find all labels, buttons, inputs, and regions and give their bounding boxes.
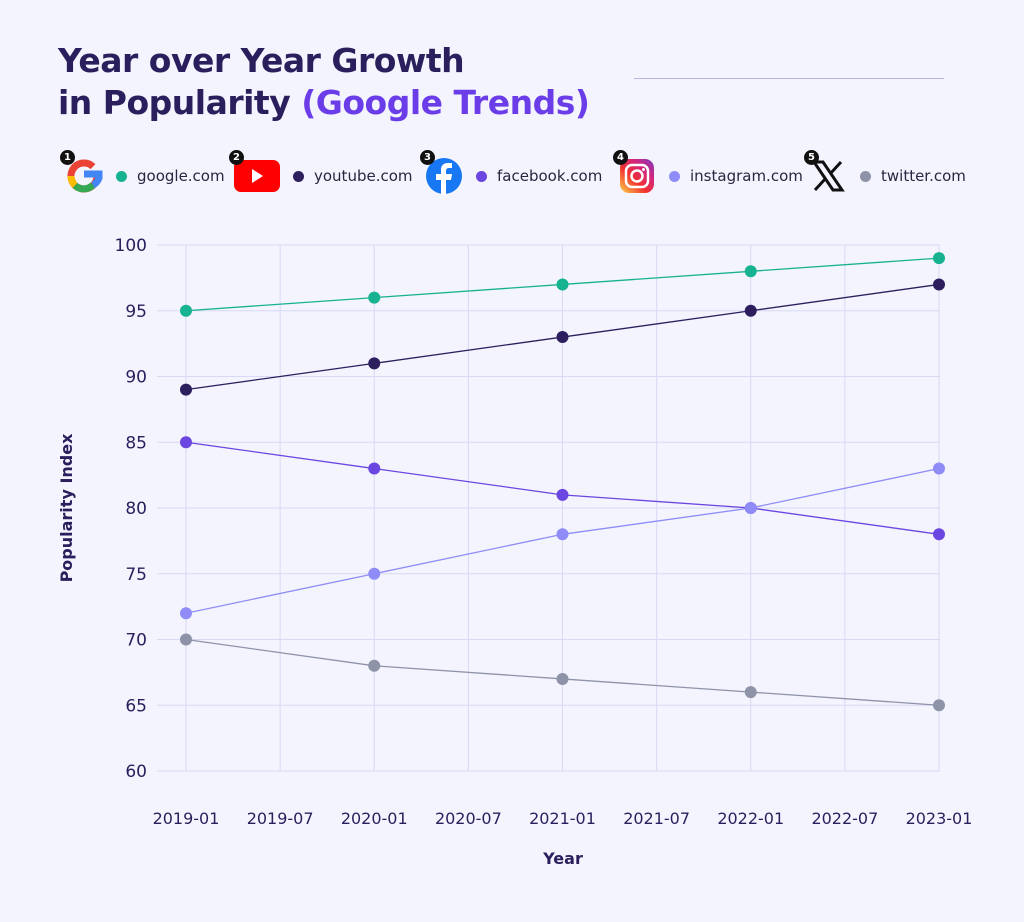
chart-title: Year over Year Growth in Popularity (Goo… (58, 40, 590, 124)
x-tick-label: 2021-01 (529, 809, 596, 828)
facebook-logo-icon: 3 (420, 150, 464, 196)
data-point-twitter (368, 659, 381, 672)
data-point-youtube (368, 357, 381, 370)
data-point-google (556, 278, 569, 291)
data-point-youtube (933, 278, 945, 291)
title-line-2-text: in Popularity (58, 83, 302, 122)
legend-dot (669, 170, 680, 182)
instagram-logo-icon: 4 (613, 150, 657, 196)
legend-dot (293, 170, 304, 182)
title-accent: (Google Trends) (301, 83, 590, 122)
divider (634, 78, 944, 79)
data-point-instagram (556, 528, 569, 541)
legend-label: facebook.com (497, 167, 603, 185)
y-tick-label: 60 (125, 762, 147, 782)
x-logo-icon: 5 (804, 150, 848, 196)
data-point-youtube (744, 304, 757, 317)
legend-label: youtube.com (314, 167, 413, 185)
x-tick-label: 2019-07 (247, 809, 314, 828)
x-tick-label: 2020-01 (341, 809, 408, 828)
x-tick-label: 2023-01 (906, 809, 973, 828)
x-tick-label: 2019-01 (153, 809, 220, 828)
legend-item-twitter: 5 twitter.com (804, 150, 966, 196)
x-tick-label: 2022-07 (811, 809, 878, 828)
y-tick-label: 85 (125, 433, 147, 453)
data-point-twitter (744, 686, 757, 699)
data-point-youtube (556, 331, 569, 344)
data-point-twitter (180, 633, 192, 646)
y-tick-label: 70 (125, 631, 147, 651)
data-point-google (180, 304, 192, 317)
legend-label: instagram.com (690, 167, 803, 185)
legend-item-youtube: 2 youtube.com (229, 150, 413, 196)
rank-badge: 1 (60, 150, 75, 165)
data-point-google (744, 265, 757, 278)
google-logo-icon: 1 (60, 150, 104, 196)
y-tick-label: 95 (125, 302, 147, 322)
y-tick-label: 65 (125, 696, 147, 716)
data-point-facebook (933, 528, 945, 541)
data-point-instagram (933, 462, 945, 475)
legend-item-google: 1 google.com (60, 150, 225, 196)
legend-item-instagram: 4 instagram.com (613, 150, 803, 196)
y-tick-label: 80 (125, 499, 147, 519)
rank-badge: 3 (420, 150, 435, 165)
data-point-facebook (368, 462, 381, 475)
data-point-facebook (556, 488, 569, 501)
x-tick-label: 2020-07 (435, 809, 502, 828)
youtube-logo-icon: 2 (229, 150, 281, 196)
rank-badge: 5 (804, 150, 819, 165)
legend-label: google.com (137, 167, 225, 185)
x-tick-label: 2021-07 (623, 809, 690, 828)
legend-item-facebook: 3 facebook.com (420, 150, 603, 196)
x-axis-label: Year (542, 849, 583, 868)
data-point-google (933, 252, 945, 265)
y-axis-label: Popularity Index (57, 433, 76, 583)
data-point-instagram (744, 502, 757, 514)
y-tick-label: 90 (125, 368, 147, 388)
data-point-twitter (556, 672, 569, 685)
data-point-facebook (180, 436, 192, 449)
legend-dot (860, 170, 871, 182)
data-point-google (368, 291, 381, 304)
y-tick-label: 75 (125, 565, 147, 585)
y-tick-label: 100 (115, 236, 147, 256)
data-point-youtube (180, 383, 192, 396)
x-tick-label: 2022-01 (717, 809, 784, 828)
legend-dot (116, 170, 127, 182)
title-line-1: Year over Year Growth (58, 41, 465, 80)
data-point-instagram (180, 607, 192, 620)
legend-label: twitter.com (881, 167, 966, 185)
data-point-twitter (933, 699, 945, 712)
title-line-2: in Popularity (Google Trends) (58, 82, 590, 124)
rank-badge: 2 (229, 150, 244, 165)
data-point-instagram (368, 567, 381, 580)
rank-badge: 4 (613, 150, 628, 165)
legend-dot (476, 170, 487, 182)
